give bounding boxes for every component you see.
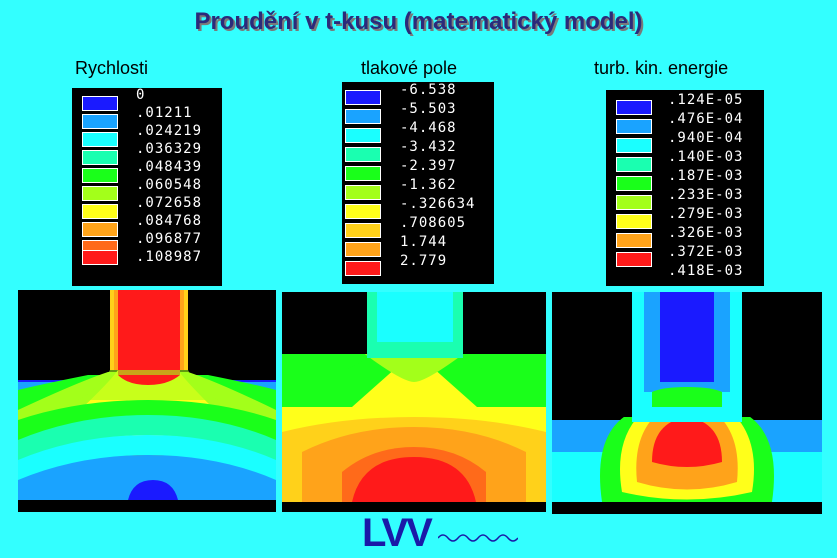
legend-value: 0	[136, 87, 146, 103]
legend-swatch	[82, 222, 118, 237]
legend-swatch	[82, 114, 118, 129]
legend-swatch	[616, 119, 652, 134]
legend-value: -4.468	[400, 120, 457, 136]
panel-label-pressure: tlakové pole	[361, 58, 458, 78]
legend-value: -1.362	[400, 177, 457, 193]
legend-value: -3.432	[400, 139, 457, 155]
legend-swatch	[616, 176, 652, 191]
legend-value: .940E-04	[668, 130, 744, 146]
legend-value: .060548	[136, 177, 203, 193]
legend-value: -2.397	[400, 158, 457, 174]
legend-value: .418E-03	[668, 263, 744, 279]
legend-value: .084768	[136, 213, 203, 229]
legend-swatch	[345, 166, 381, 181]
legend-value: .326E-03	[668, 225, 744, 241]
legend-value: .279E-03	[668, 206, 744, 222]
legend-value: .187E-03	[668, 168, 744, 184]
legend-value: -.326634	[400, 196, 476, 212]
legend-swatch	[82, 250, 118, 265]
legend-value: .072658	[136, 195, 203, 211]
legend-swatch	[345, 242, 381, 257]
legend-value: .036329	[136, 141, 203, 157]
legend-swatch	[345, 128, 381, 143]
legend-value: -5.503	[400, 101, 457, 117]
legend-swatch	[82, 96, 118, 111]
panel-label-tke: turb. kin. energie	[594, 58, 729, 78]
legend-value: 1.744	[400, 234, 448, 250]
legend-value: 2.779	[400, 253, 448, 269]
legend-value: .108987	[136, 249, 203, 265]
legend-swatch	[82, 186, 118, 201]
legend-swatch	[345, 109, 381, 124]
tke-contour-plot	[552, 292, 822, 514]
pressure-contour-plot	[282, 292, 546, 512]
legend-swatch	[82, 204, 118, 219]
legend-swatch	[82, 150, 118, 165]
velocity-contour-plot	[18, 290, 276, 512]
legend-swatch	[616, 252, 652, 267]
legend-value: .372E-03	[668, 244, 744, 260]
legend-value: .124E-05	[668, 92, 744, 108]
wave-icon	[438, 534, 518, 542]
legend-swatch	[616, 233, 652, 248]
legend-swatch	[616, 157, 652, 172]
legend-swatch	[616, 100, 652, 115]
legend-velocity: 0 .01211 .024219 .036329 .048439 .060548…	[72, 88, 222, 286]
legend-pressure: -6.538 -5.503 -4.468 -3.432 -2.397 -1.36…	[342, 82, 494, 284]
legend-swatch	[616, 214, 652, 229]
lvv-logo: LVV	[362, 511, 433, 555]
legend-swatch	[345, 261, 381, 276]
legend-swatch	[345, 185, 381, 200]
legend-value: .140E-03	[668, 149, 744, 165]
legend-value: .01211	[136, 105, 193, 121]
legend-value: .024219	[136, 123, 203, 139]
page-title: Proudění v t-kusu (matematický model)	[194, 8, 643, 35]
legend-value: .233E-03	[668, 187, 744, 203]
legend-swatch	[345, 204, 381, 219]
legend-swatch	[345, 90, 381, 105]
legend-swatch	[616, 138, 652, 153]
legend-tke: .124E-05 .476E-04 .940E-04 .140E-03 .187…	[606, 90, 764, 286]
panel-label-velocity: Rychlosti	[75, 58, 149, 78]
legend-value: .048439	[136, 159, 203, 175]
legend-value: .096877	[136, 231, 203, 247]
legend-value: -6.538	[400, 82, 457, 98]
legend-value: .708605	[400, 215, 467, 231]
legend-swatch	[82, 168, 118, 183]
legend-swatch	[616, 195, 652, 210]
legend-value: .476E-04	[668, 111, 744, 127]
legend-swatch	[345, 223, 381, 238]
legend-swatch	[82, 132, 118, 147]
legend-swatch	[345, 147, 381, 162]
